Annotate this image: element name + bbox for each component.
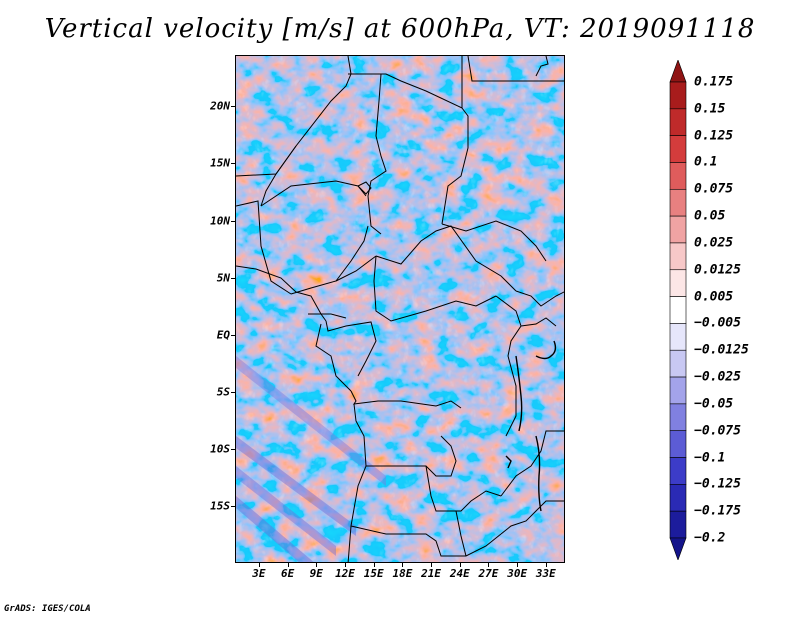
lat-tick: [231, 448, 235, 450]
lon-label: 3E: [252, 567, 266, 580]
lon-tick: [545, 563, 547, 567]
colorbar-segment: [669, 430, 687, 458]
colorbar-label: 0.025: [694, 235, 734, 251]
lon-label: 33E: [535, 567, 556, 580]
colorbar-segment: [669, 188, 687, 217]
colorbar-segment: [669, 135, 687, 163]
lon-tick: [345, 563, 346, 567]
lat-tick: [231, 505, 235, 507]
colorbar-label: 0.0125: [694, 262, 741, 278]
map-panel: [235, 55, 565, 563]
colorbar-label: −0.125: [694, 476, 741, 492]
colorbar-label: −0.175: [694, 503, 741, 519]
colorbar-segment: [669, 349, 687, 378]
colorbar-label: 0.05: [694, 208, 726, 224]
colorbar-segment: [669, 403, 687, 432]
lat-label: 20N: [210, 99, 230, 113]
lon-tick: [287, 563, 289, 567]
lat-tick: [231, 391, 235, 393]
lon-tick: [373, 563, 375, 567]
lat-tick: [231, 163, 235, 165]
lat-label: 15N: [210, 156, 230, 170]
colorbar: [669, 60, 687, 560]
contour-texture: [236, 56, 564, 562]
colorbar-segment: [669, 108, 687, 136]
lon-label: 15E: [363, 567, 384, 580]
lat-label: 5N: [216, 271, 230, 285]
lat-tick: [231, 277, 235, 279]
colorbar-segment: [669, 296, 687, 324]
colorbar-label: 0.125: [694, 128, 734, 144]
colorbar-segment: [669, 242, 687, 271]
lon-tick: [517, 563, 519, 567]
colorbar-segment: [669, 215, 687, 244]
colorbar-segment: [669, 484, 687, 512]
lon-label: 12E: [335, 567, 355, 580]
colorbar-segment: [669, 510, 687, 539]
lat-label: 15S: [210, 499, 230, 513]
colorbar-segment: [669, 162, 687, 190]
ocean-streaks: [236, 356, 386, 562]
colorbar-label: 0.1: [694, 154, 718, 170]
grads-credit: GrADS: IGES/COLA: [4, 604, 91, 614]
lon-tick: [459, 563, 461, 567]
country-borders: [236, 56, 564, 562]
lat-tick: [231, 334, 235, 336]
colorbar-label: −0.1: [694, 450, 726, 466]
colorbar-label: 0.075: [694, 181, 734, 197]
colorbar-label: 0.15: [694, 101, 726, 117]
lon-label: 21E: [421, 567, 442, 580]
velocity-field-map: [236, 56, 564, 562]
colorbar-segment: [669, 60, 687, 83]
lon-tick: [316, 563, 318, 567]
lon-tick: [488, 563, 490, 567]
lon-label: 24E: [449, 567, 470, 580]
colorbar-label: −0.005: [694, 315, 741, 331]
lat-label: 5S: [216, 385, 230, 399]
colorbar-segment: [669, 323, 687, 351]
colorbar-label: −0.075: [694, 423, 741, 439]
colorbar-segment: [669, 457, 687, 485]
colorbar-label: −0.05: [694, 396, 734, 412]
colorbar-segment: [669, 376, 687, 405]
lat-label: EQ: [216, 328, 230, 342]
lon-tick: [258, 563, 260, 567]
colorbar-segment: [669, 537, 687, 560]
colorbar-label: −0.2: [694, 530, 726, 546]
colorbar-label: −0.0125: [694, 342, 749, 358]
colorbar-label: 0.175: [694, 74, 734, 90]
colorbar-label: 0.005: [694, 289, 734, 305]
lon-label: 9E: [309, 567, 323, 580]
lat-tick: [231, 106, 235, 108]
lon-label: 27E: [478, 567, 499, 580]
lon-tick: [431, 563, 433, 567]
lon-label: 30E: [507, 567, 528, 580]
lon-tick: [402, 563, 404, 567]
chart-title: Vertical velocity [m/s] at 600hPa, VT: 2…: [44, 14, 756, 44]
lat-label: 10N: [210, 214, 230, 228]
colorbar-label: −0.025: [694, 369, 741, 385]
colorbar-segment: [669, 269, 687, 297]
lat-label: 10S: [210, 442, 230, 456]
colorbar-segment: [669, 81, 687, 110]
lat-tick: [231, 220, 235, 222]
lon-label: 6E: [280, 567, 295, 580]
lon-label: 18E: [392, 567, 413, 580]
